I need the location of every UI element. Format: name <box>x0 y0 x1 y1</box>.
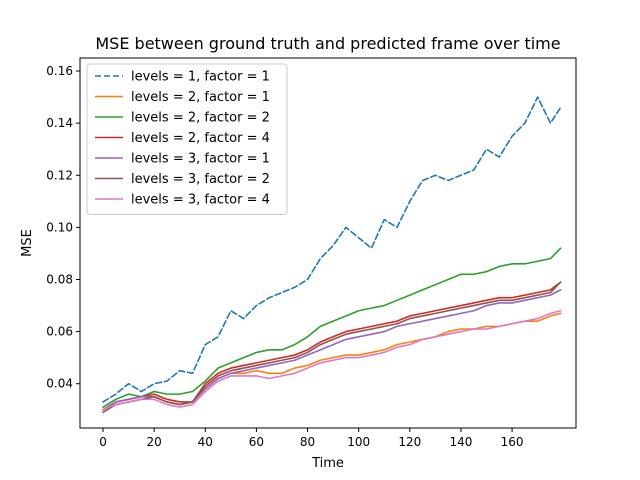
x-axis-label: Time <box>311 456 344 471</box>
x-tick-label: 40 <box>198 435 213 449</box>
y-tick-label: 0.14 <box>46 116 73 130</box>
y-axis-label: MSE <box>20 229 35 257</box>
plot-frame <box>79 57 577 429</box>
series-line-6 <box>102 281 562 414</box>
x-tick-label: 160 <box>501 435 524 449</box>
legend-label-1: levels = 1, factor = 1 <box>131 70 270 85</box>
legend-label-2: levels = 2, factor = 1 <box>131 90 270 105</box>
legend-label-3: levels = 2, factor = 2 <box>131 111 270 126</box>
y-axis: 0.04 0.06 0.08 0.10 0.12 0.14 0.16 <box>46 64 80 391</box>
y-tick-label: 0.12 <box>46 168 73 182</box>
legend-label-6: levels = 3, factor = 2 <box>131 172 270 187</box>
series-line-7 <box>102 309 562 411</box>
series-line-3 <box>102 247 562 408</box>
chart-title: MSE between ground truth and predicted f… <box>95 34 560 53</box>
y-tick-label: 0.16 <box>46 64 73 78</box>
legend-label-7: levels = 3, factor = 4 <box>131 193 270 208</box>
x-tick-label: 80 <box>300 435 315 449</box>
series-layer <box>102 96 562 414</box>
series-line-4 <box>102 281 562 411</box>
x-axis: 0 20 40 60 80 100 120 140 160 <box>99 428 524 449</box>
y-tick-label: 0.06 <box>46 325 73 339</box>
y-tick-label: 0.10 <box>46 220 73 234</box>
legend: levels = 1, factor = 1 levels = 2, factor… <box>86 63 288 215</box>
legend-label-5: levels = 3, factor = 1 <box>131 152 270 167</box>
x-tick-label: 120 <box>398 435 421 449</box>
x-tick-label: 140 <box>449 435 472 449</box>
x-tick-label: 100 <box>347 435 370 449</box>
y-tick-label: 0.08 <box>46 272 73 286</box>
series-line-1 <box>102 96 562 403</box>
x-tick-label: 20 <box>147 435 162 449</box>
x-tick-label: 0 <box>99 435 107 449</box>
x-tick-label: 60 <box>249 435 264 449</box>
series-line-5 <box>102 289 562 411</box>
legend-box <box>86 63 288 215</box>
legend-label-4: levels = 2, factor = 4 <box>131 131 270 146</box>
y-tick-label: 0.04 <box>46 377 73 391</box>
